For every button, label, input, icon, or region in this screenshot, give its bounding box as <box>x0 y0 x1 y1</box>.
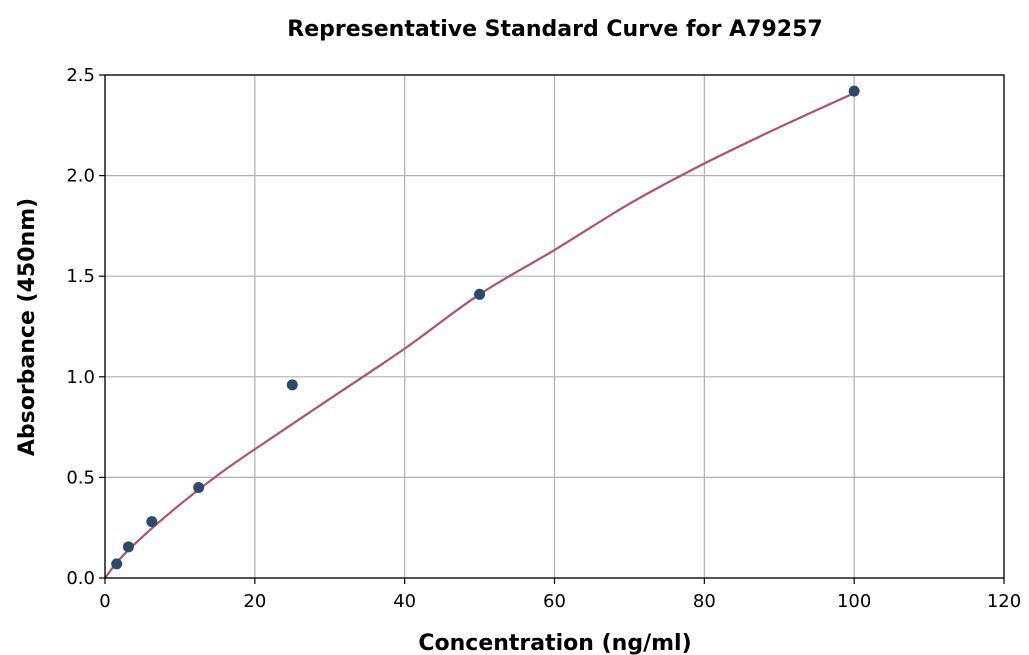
chart-title: Representative Standard Curve for A79257 <box>287 17 822 42</box>
y-tick-label: 2.5 <box>66 65 95 86</box>
plot-frame <box>104 74 1005 579</box>
x-tick-label: 0 <box>99 591 110 612</box>
y-tick-label: 1.5 <box>66 266 95 287</box>
x-tick-label: 60 <box>543 591 566 612</box>
grid <box>104 74 1005 579</box>
x-axis-label: Concentration (ng/ml) <box>418 631 691 655</box>
x-tick-label: 40 <box>393 591 416 612</box>
data-point <box>474 288 486 300</box>
y-tick-label: 2.0 <box>66 166 95 187</box>
y-tick-label: 1.0 <box>66 367 95 388</box>
y-tick-label: 0.0 <box>66 568 95 589</box>
data-point <box>286 379 298 391</box>
fit-curve <box>104 92 855 579</box>
axis-ticks: 0 20 40 60 80 100 120 0.0 0.5 1.0 1.5 2.0 2.5 <box>66 65 1021 612</box>
data-point <box>146 516 158 528</box>
data-point <box>111 558 123 570</box>
data-point <box>848 85 860 97</box>
x-tick-label: 20 <box>243 591 266 612</box>
data-point <box>122 541 134 553</box>
x-tick-label: 100 <box>837 591 871 612</box>
data-point <box>193 481 205 493</box>
y-axis-label: Absorbance (450nm) <box>15 198 40 456</box>
x-tick-label: 120 <box>987 591 1021 612</box>
x-tick-label: 80 <box>693 591 716 612</box>
y-tick-label: 0.5 <box>66 467 95 488</box>
data-points <box>111 85 860 570</box>
